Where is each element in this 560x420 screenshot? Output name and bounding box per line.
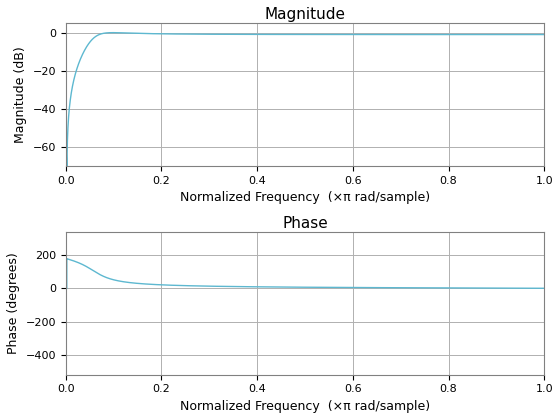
X-axis label: Normalized Frequency  (×π rad/sample): Normalized Frequency (×π rad/sample) xyxy=(180,192,430,205)
Y-axis label: Phase (degrees): Phase (degrees) xyxy=(7,252,20,354)
X-axis label: Normalized Frequency  (×π rad/sample): Normalized Frequency (×π rad/sample) xyxy=(180,400,430,413)
Y-axis label: Magnitude (dB): Magnitude (dB) xyxy=(14,46,27,143)
Title: Phase: Phase xyxy=(282,215,328,231)
Title: Magnitude: Magnitude xyxy=(264,7,346,22)
